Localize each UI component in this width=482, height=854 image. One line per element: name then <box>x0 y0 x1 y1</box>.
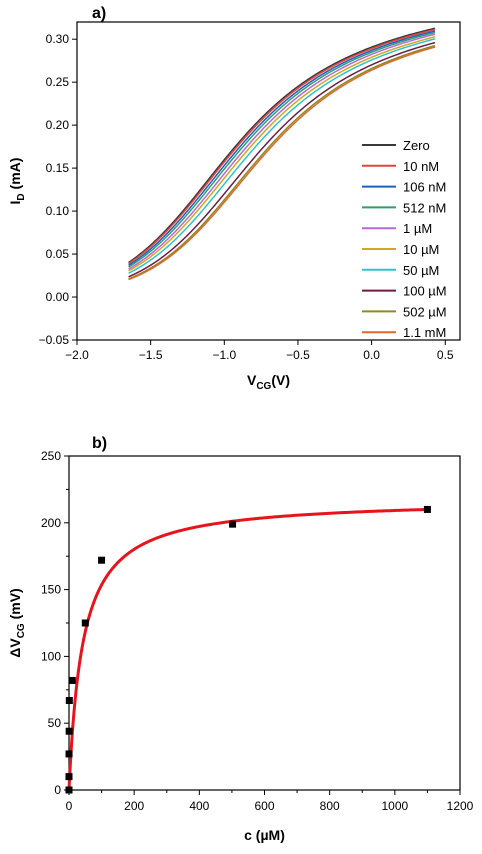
y-tick-label: −0.05 <box>39 333 70 347</box>
plot-frame <box>76 21 461 341</box>
y-axis-label-main: I <box>7 201 23 205</box>
x-tick-label: −1.0 <box>212 348 236 362</box>
y-tick-label: 0.10 <box>46 204 70 218</box>
y-tick-label: 0.00 <box>46 290 70 304</box>
data-point-9 <box>423 505 431 513</box>
series-line-7 <box>128 41 436 278</box>
y-axis-label-sub: D <box>16 193 27 200</box>
y-axis-label-main: ΔV <box>7 638 23 658</box>
series-line-0 <box>128 27 436 264</box>
y-axis-label-unit: (mA) <box>7 158 23 194</box>
y-axis-label: ID (mA) <box>7 158 27 205</box>
legend-label-9: 1.1 mM <box>403 325 446 340</box>
y-tick-label: 150 <box>41 583 61 597</box>
x-axis-label-unit: (V) <box>271 372 290 388</box>
x-tick-label: 400 <box>189 799 209 813</box>
panel-label-a: a) <box>92 5 106 22</box>
y-axis-label: ΔVCG (mV) <box>7 588 27 657</box>
y-tick-label: 0.05 <box>46 247 70 261</box>
legend-label-4: 1 µM <box>403 221 432 236</box>
fit-curve <box>67 507 428 791</box>
x-tick-label: 0 <box>66 799 73 813</box>
y-tick-label: 0.20 <box>46 118 70 132</box>
x-tick-label: 200 <box>124 799 144 813</box>
series-line-1 <box>128 28 436 265</box>
data-point-8 <box>229 520 237 528</box>
y-tick-label: 250 <box>41 449 61 463</box>
series-line-4 <box>128 33 436 270</box>
series-line-3 <box>128 31 436 268</box>
data-point-4 <box>65 696 73 704</box>
legend-label-3: 512 nM <box>403 200 446 215</box>
data-point-7 <box>98 556 106 564</box>
x-tick-label: 1000 <box>381 799 408 813</box>
data-point-5 <box>68 676 76 684</box>
y-axis-label-unit: (mV) <box>7 588 23 623</box>
legend-label-6: 50 µM <box>403 263 439 278</box>
legend-label-5: 10 µM <box>403 242 439 257</box>
x-tick-label: −2.0 <box>65 348 89 362</box>
y-tick-label: 50 <box>48 716 62 730</box>
data-point-2 <box>65 750 73 758</box>
data-point-1 <box>65 773 73 781</box>
legend: Zero 10 nM 106 nM 512 nM 1 µM 10 µM 50 µM 100 µ… <box>362 138 447 340</box>
series-line-5 <box>128 36 436 272</box>
legend-label-7: 100 µM <box>403 284 447 299</box>
series-line-2 <box>128 30 436 266</box>
panel-a-chart: −2.0 −1.5 −1.0 −0.5 0.0 0.5 −0.05 0.00 0.05 0.10 0… <box>7 5 461 392</box>
y-tick-label: 100 <box>41 649 61 663</box>
data-points <box>65 505 431 794</box>
x-tick-label: −1.5 <box>139 348 163 362</box>
y-axis-label-sub: CG <box>16 623 27 638</box>
x-axis-label: c (µM) <box>244 827 285 843</box>
y-tick-label: 0.15 <box>46 161 70 175</box>
series-line-9 <box>128 46 436 281</box>
data-point-3 <box>65 727 73 735</box>
x-axis-label-sub: CG <box>256 381 271 392</box>
y-tick-label: 0.25 <box>46 75 70 89</box>
series-line-6 <box>128 38 436 274</box>
x-tick-label: 800 <box>320 799 340 813</box>
y-tick-label: 0 <box>54 783 61 797</box>
x-tick-label: 1200 <box>447 799 474 813</box>
x-tick-label: −0.5 <box>286 348 310 362</box>
plot-frame <box>68 455 461 791</box>
legend-label-0: Zero <box>403 138 430 153</box>
series-curves <box>128 27 436 281</box>
panel-label-b: b) <box>92 435 107 452</box>
data-point-0 <box>65 786 73 794</box>
legend-label-1: 10 nM <box>403 159 439 174</box>
y-tick-label: 200 <box>41 516 61 530</box>
y-tick-label: 0.30 <box>46 32 70 46</box>
panel-b-chart: 0 200 400 600 800 1000 1200 0 50 100 150 200 250 b) c … <box>7 435 474 843</box>
x-axis-label-main: V <box>247 372 257 388</box>
series-line-8 <box>128 44 436 280</box>
legend-label-2: 106 nM <box>403 180 446 195</box>
x-tick-label: 0.5 <box>437 348 454 362</box>
x-tick-label: 0.0 <box>363 348 380 362</box>
x-tick-label: 600 <box>254 799 274 813</box>
data-point-6 <box>81 619 89 627</box>
legend-label-8: 502 µM <box>403 304 447 319</box>
x-axis-label: VCG(V) <box>247 372 290 392</box>
